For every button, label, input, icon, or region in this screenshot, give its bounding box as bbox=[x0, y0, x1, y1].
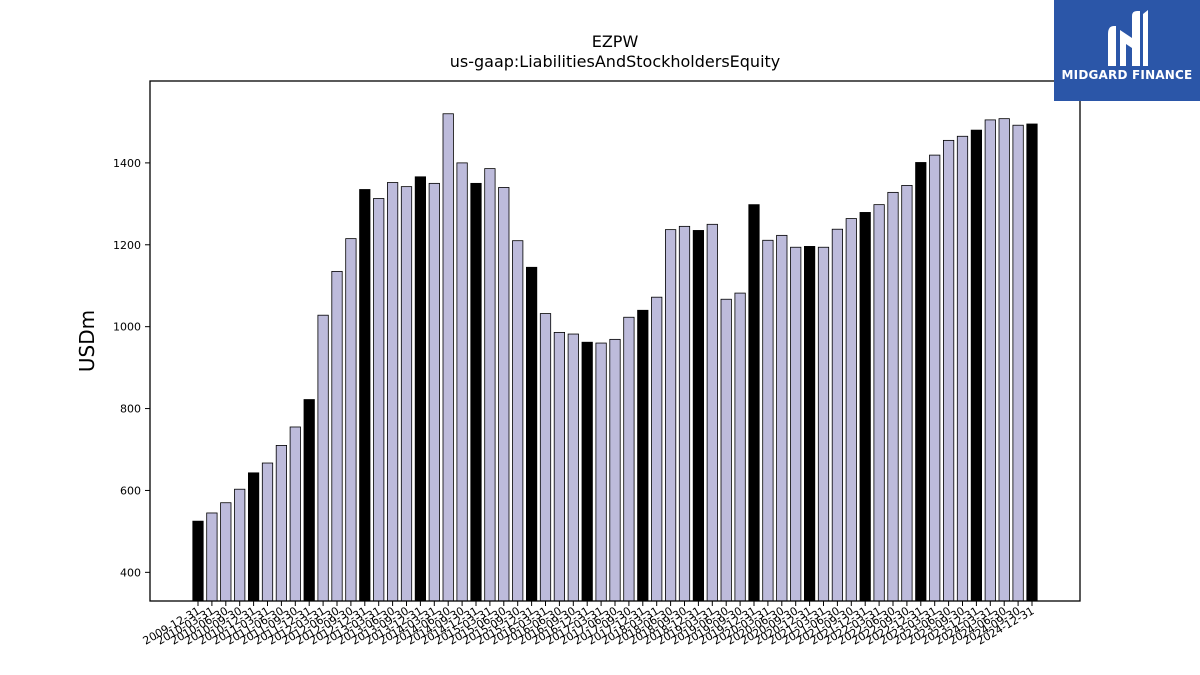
y-tick-label: 600 bbox=[120, 484, 141, 497]
bar-2012-12-31 bbox=[359, 189, 371, 602]
bar-2024-09-30 bbox=[1012, 124, 1024, 602]
chart-subtitle: us-gaap:LiabilitiesAndStockholdersEquity bbox=[449, 52, 781, 71]
bar-2015-06-30 bbox=[498, 187, 510, 602]
chart-title: EZPW bbox=[591, 32, 639, 51]
bar-2023-06-30 bbox=[943, 139, 955, 602]
bar-2016-03-31 bbox=[539, 313, 552, 602]
bar-2017-12-31 bbox=[637, 309, 649, 602]
bar-2020-06-30 bbox=[776, 234, 788, 602]
bar-2020-03-31 bbox=[762, 239, 774, 602]
bar-2017-03-31 bbox=[595, 342, 607, 602]
y-tick-label: 1000 bbox=[113, 321, 141, 334]
bar-2014-09-30 bbox=[456, 162, 468, 602]
bar-2024-06-30 bbox=[998, 118, 1010, 602]
bar-2017-06-30 bbox=[609, 338, 621, 602]
bar-2021-09-30 bbox=[845, 218, 857, 602]
bar-2010-09-30 bbox=[234, 488, 246, 602]
bar-2020-12-31 bbox=[804, 246, 816, 602]
bar-2018-03-31 bbox=[651, 296, 663, 602]
y-axis-label: USDm bbox=[75, 310, 99, 372]
bar-2018-09-30 bbox=[678, 225, 691, 602]
y-tick-label: 1200 bbox=[113, 239, 141, 252]
bar-2018-12-31 bbox=[692, 230, 705, 602]
bar-2015-12-31 bbox=[526, 266, 538, 602]
bar-2022-06-30 bbox=[887, 191, 899, 602]
bar-2022-09-30 bbox=[901, 185, 913, 602]
bar-2019-12-31 bbox=[748, 204, 760, 602]
bar-2015-09-30 bbox=[512, 240, 524, 602]
bar-2016-12-31 bbox=[581, 341, 593, 602]
bar-2013-12-31 bbox=[414, 176, 427, 602]
bar-2014-12-31 bbox=[470, 182, 482, 602]
bar-2019-06-30 bbox=[720, 298, 732, 602]
bar-2012-03-31 bbox=[317, 314, 329, 602]
bar-2011-06-30 bbox=[275, 445, 288, 602]
y-tick-label: 1400 bbox=[113, 157, 141, 170]
bar-2024-03-31 bbox=[984, 119, 996, 602]
bar-2019-09-30 bbox=[734, 292, 746, 602]
bar-2013-06-30 bbox=[386, 182, 399, 602]
bar-2020-09-30 bbox=[790, 246, 802, 602]
bar-2021-06-30 bbox=[831, 228, 844, 602]
y-tick-label: 800 bbox=[120, 403, 141, 416]
bar-2010-12-31 bbox=[247, 472, 260, 602]
bar-2009-12-31 bbox=[192, 520, 204, 602]
bars-group bbox=[192, 113, 1038, 602]
bar-2017-09-30 bbox=[623, 316, 635, 602]
bar-2018-06-30 bbox=[665, 229, 677, 602]
bar-2013-09-30 bbox=[400, 186, 413, 602]
midgard-m-logo-icon bbox=[1108, 10, 1148, 66]
bar-2013-03-31 bbox=[373, 198, 385, 602]
bar-2011-09-30 bbox=[289, 426, 301, 602]
bar-2016-09-30 bbox=[567, 333, 579, 602]
bar-2014-03-31 bbox=[428, 182, 440, 602]
bar-2015-03-31 bbox=[484, 168, 496, 602]
bar-2016-06-30 bbox=[553, 331, 566, 602]
bar-2011-12-31 bbox=[303, 399, 315, 602]
bar-2023-12-31 bbox=[970, 129, 983, 602]
x-axis: 2009-12-312010-03-312010-06-302010-09-30… bbox=[141, 601, 1037, 648]
logo-text: MIDGARD FINANCE bbox=[1061, 68, 1193, 82]
bar-2022-12-31 bbox=[915, 162, 927, 602]
bar-2012-06-30 bbox=[331, 270, 343, 602]
bar-2021-03-31 bbox=[817, 246, 830, 602]
bar-2022-03-31 bbox=[873, 204, 885, 602]
bar-2021-12-31 bbox=[859, 212, 871, 602]
bar-2010-06-30 bbox=[220, 502, 232, 602]
bar-2023-09-30 bbox=[956, 135, 969, 602]
bar-2023-03-31 bbox=[929, 154, 941, 602]
midgard-finance-logo: MIDGARD FINANCE bbox=[1054, 0, 1200, 101]
bar-2024-12-31 bbox=[1026, 123, 1038, 602]
bar-2010-03-31 bbox=[206, 512, 218, 602]
bar-2011-03-31 bbox=[261, 462, 274, 602]
y-axis: 400 600 800 1000 1200 1400 bbox=[113, 157, 150, 579]
bar-2012-09-30 bbox=[345, 238, 357, 602]
bar-2014-06-30 bbox=[442, 113, 454, 602]
bar-2019-03-31 bbox=[706, 223, 718, 602]
y-tick-label: 400 bbox=[120, 566, 141, 579]
